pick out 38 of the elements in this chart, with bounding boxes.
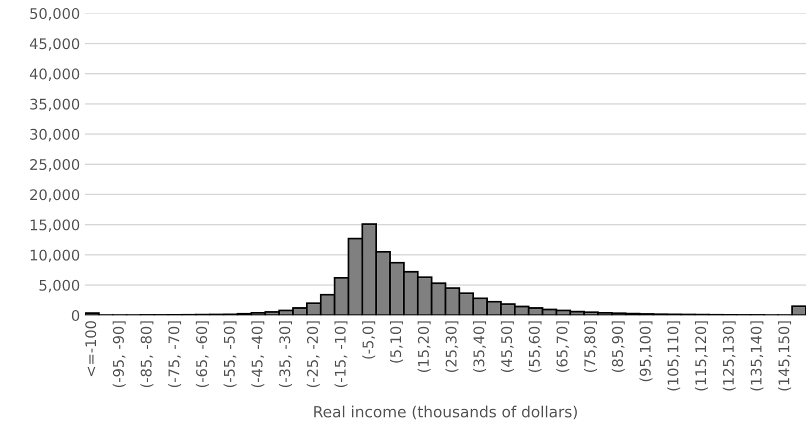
x-tick-label: (115,120] xyxy=(694,321,708,391)
y-tick-label: 20,000 xyxy=(30,189,80,202)
y-tick-label: 40,000 xyxy=(30,68,80,81)
x-tick-label: (35,40] xyxy=(473,321,486,372)
x-tick-label: (-95, -90] xyxy=(112,321,126,388)
y-tick-label: 25,000 xyxy=(30,158,80,172)
x-axis-title: Real income (thousands of dollars) xyxy=(314,406,577,420)
x-tick-label: (-65, -60] xyxy=(196,321,209,388)
x-tick-label: (105,110] xyxy=(667,321,680,391)
x-tick-label: (85,90] xyxy=(612,321,625,372)
x-tick-label: (135,140] xyxy=(750,321,764,391)
x-tick-label: (125,130] xyxy=(722,321,736,391)
x-tick-label: (25,30] xyxy=(445,321,458,372)
x-tick-label: (-55, -50] xyxy=(224,321,237,388)
x-tick-label: (-85, -80] xyxy=(140,321,154,388)
x-tick-label: (145,150] xyxy=(778,321,792,391)
x-tick-label: (65,70] xyxy=(556,321,570,372)
x-tick-label: (-35, -30] xyxy=(279,321,292,388)
x-tick-label: (95,100] xyxy=(639,321,652,382)
x-tick-label: (-25, -20] xyxy=(306,321,320,388)
x-tick-label: (15,20] xyxy=(418,321,431,372)
x-tick-label: (5,10] xyxy=(390,321,403,363)
y-tick-label: 15,000 xyxy=(30,219,80,232)
x-tick-label: (45,50] xyxy=(500,321,514,372)
y-tick-label: 45,000 xyxy=(30,38,80,51)
y-tick-label: 10,000 xyxy=(30,250,80,262)
y-tick-label: 30,000 xyxy=(30,128,80,142)
x-tick-label: <=-100 xyxy=(85,321,96,376)
y-tick-label: 0 xyxy=(72,310,80,321)
y-tick-label: 50,000 xyxy=(30,8,80,21)
x-tick-label: (-45, -40] xyxy=(251,321,264,388)
x-tick-label: (-75, -70] xyxy=(168,321,182,388)
x-tick-label: (-5,0] xyxy=(362,321,376,359)
y-tick-label: 35,000 xyxy=(30,98,80,112)
x-tick-label: (-15, -10] xyxy=(334,321,348,388)
x-tick-label: (75,80] xyxy=(584,321,598,372)
y-tick-label: 5,000 xyxy=(40,280,80,292)
x-tick-label: (55,60] xyxy=(528,321,542,372)
